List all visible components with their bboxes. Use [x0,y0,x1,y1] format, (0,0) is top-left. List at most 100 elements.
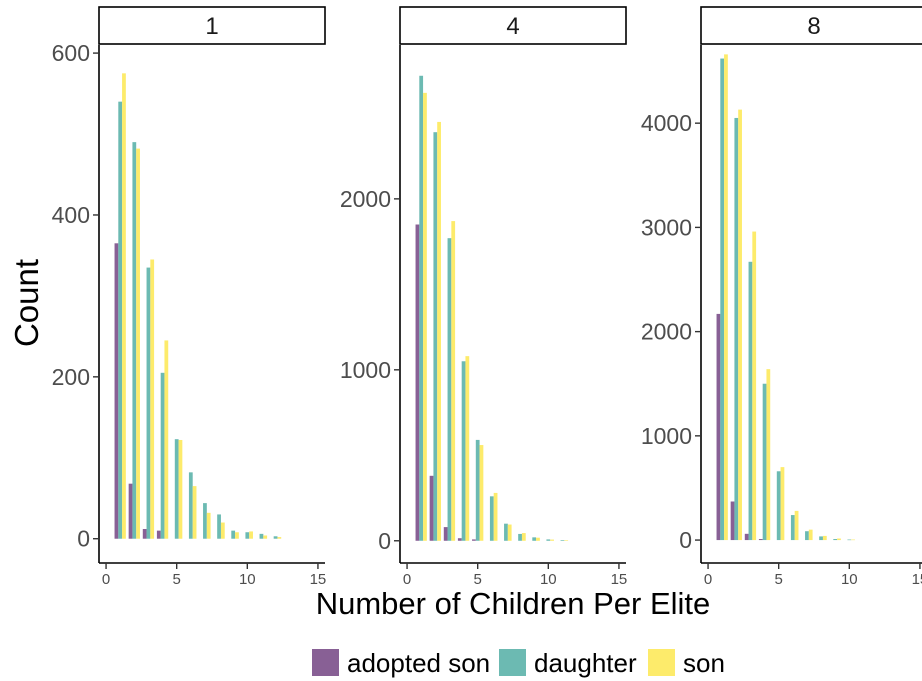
bar-daughter-2 [433,132,438,541]
bar-son-6 [192,486,197,539]
legend-label-adopted-son: adopted son [347,648,490,678]
bar-daughter-1 [419,75,424,541]
bar-son-6 [493,492,498,541]
bar-daughter-9 [231,530,236,539]
bar-adopted-son-2 [730,501,735,541]
bar-son-1 [724,54,728,541]
bar-daughter-7 [504,523,508,541]
bar-daughter-11 [560,540,565,541]
bar-daughter-5 [475,439,480,541]
bar-son-1 [423,92,427,541]
y-axis-title: Count [8,259,45,347]
bar-son-5 [479,445,484,541]
bar-daughter-3 [748,261,753,541]
bar-daughter-1 [720,58,725,541]
bar-daughter-10 [546,539,551,541]
bar-son-11 [263,535,268,539]
bar-daughter-7 [805,531,809,541]
bar-daughter-6 [790,515,795,541]
y-tick-label: 200 [52,364,90,390]
bar-son-8 [521,533,526,541]
x-tick-label: 5 [173,571,181,588]
bar-adopted-son-2 [128,483,133,539]
bar-son-2 [738,109,742,541]
bar-adopted-son-3 [142,529,147,539]
y-tick-label: 3000 [641,214,692,240]
y-tick-label: 2000 [641,319,692,345]
bar-son-1 [122,73,126,539]
y-tick-label: 400 [52,202,90,228]
x-tick-label: 10 [239,571,256,588]
bar-daughter-12 [273,536,278,539]
bar-son-9 [235,532,239,539]
bar-adopted-son-4 [758,539,763,541]
bar-son-8 [220,522,225,539]
bar-daughter-3 [146,267,151,539]
x-tick-label: 10 [540,571,557,588]
panel-8: 8 0 1000 2000 3000 4000 0 5 10 15 [641,6,922,588]
bar-son-4 [465,356,470,541]
y-tick-label: 0 [679,527,692,553]
bar-son-3 [451,221,456,541]
y-tick-label: 0 [378,528,391,554]
strip-label: 8 [807,13,820,40]
bar-son-10 [851,539,855,541]
strip-label: 4 [506,13,519,40]
bar-daughter-5 [776,471,781,541]
bar-daughter-4 [160,372,165,539]
bar-son-9 [837,538,841,541]
bar-son-10 [249,531,253,539]
bar-adopted-son-3 [443,527,448,541]
strip-label: 1 [205,13,218,40]
bar-son-6 [794,510,799,541]
bar-son-5 [780,467,785,541]
bar-daughter-8 [819,536,823,541]
legend-label-son: son [683,648,725,678]
bar-daughter-4 [762,383,767,541]
x-tick-label: 5 [775,571,783,588]
bar-adopted-son-5 [472,539,476,541]
legend-label-daughter: daughter [534,648,637,678]
x-tick-label: 0 [403,571,411,588]
bar-daughter-2 [132,142,137,539]
strip-box [98,6,326,45]
bar-daughter-8 [518,533,522,541]
bar-son-9 [536,537,540,541]
bar-son-7 [808,529,813,541]
y-tick-label: 0 [77,526,90,552]
y-tick-label: 600 [52,40,90,66]
bar-adopted-son-4 [457,538,462,541]
y-tick-label: 4000 [641,110,692,136]
bar-adopted-son-1 [114,243,119,539]
x-tick-label: 15 [912,571,922,588]
legend-swatch-adopted-son [312,649,339,676]
bar-daughter-10 [245,532,250,539]
bar-son-8 [822,535,827,541]
y-tick-label: 1000 [641,423,692,449]
x-tick-label: 0 [102,571,110,588]
bar-daughter-10 [847,539,852,541]
bar-son-7 [206,512,211,539]
bar-son-4 [766,369,771,541]
x-axis-title: Number of Children Per Elite [316,586,711,621]
x-tick-label: 5 [474,571,482,588]
bar-son-4 [164,340,169,539]
bar-daughter-5 [174,439,179,539]
bar-daughter-9 [833,539,838,541]
bar-son-11 [564,540,569,541]
x-tick-label: 15 [611,571,628,588]
bar-daughter-2 [734,117,739,541]
bar-daughter-11 [259,533,264,539]
bar-son-3 [150,259,155,539]
bar-son-5 [178,439,183,539]
bar-son-10 [550,539,554,541]
legend: adopted son daughter son [312,648,725,678]
bar-son-7 [507,524,512,541]
y-tick-label: 2000 [340,186,391,212]
bar-son-3 [752,231,757,541]
bar-daughter-6 [489,496,494,541]
bar-daughter-1 [118,101,123,539]
bar-son-2 [136,148,140,539]
